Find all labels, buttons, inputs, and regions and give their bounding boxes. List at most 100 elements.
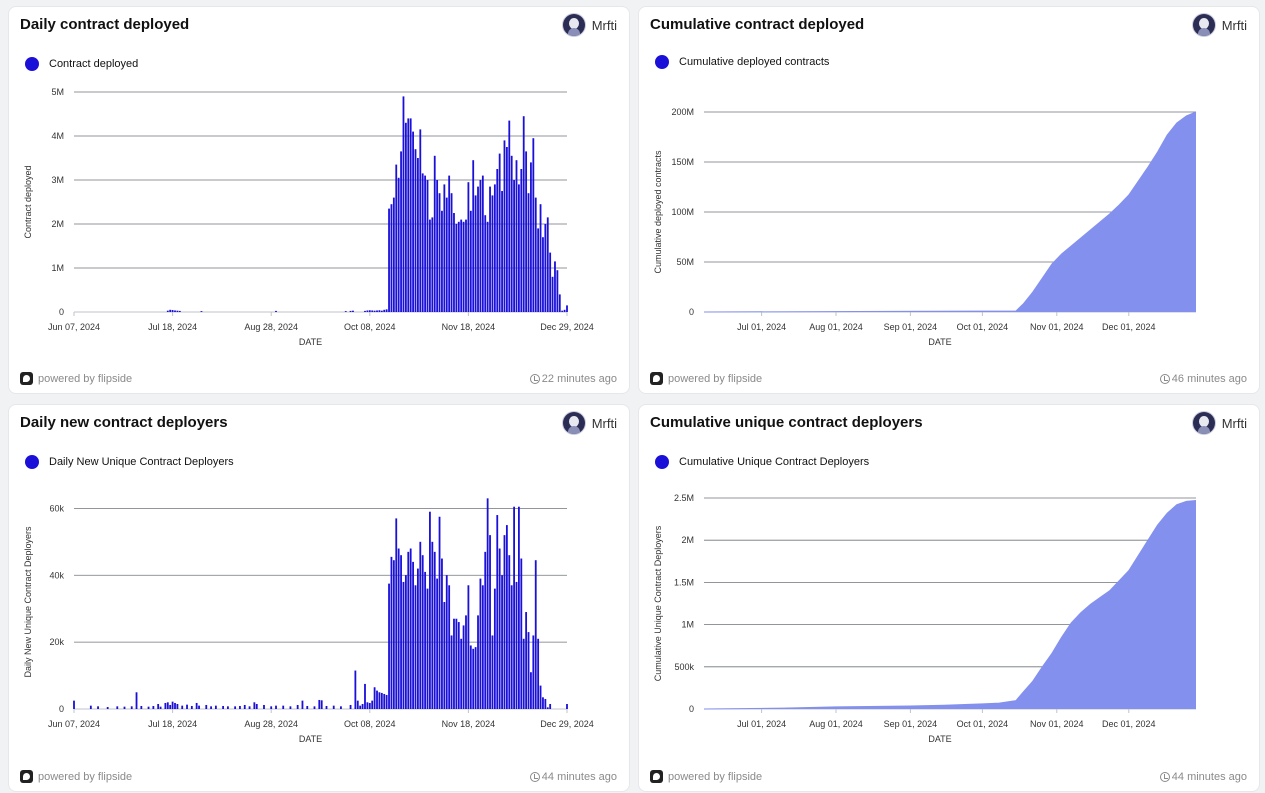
- author[interactable]: Mrfti: [562, 412, 617, 434]
- bar: [429, 511, 431, 709]
- bar: [359, 705, 362, 709]
- bar: [378, 692, 381, 709]
- bar: [431, 541, 434, 709]
- bar: [429, 219, 431, 312]
- powered-by[interactable]: powered by flipside: [650, 372, 762, 385]
- bar: [438, 516, 441, 709]
- bar: [460, 638, 463, 709]
- avatar[interactable]: [1192, 412, 1215, 434]
- bar: [472, 160, 475, 312]
- bar: [508, 555, 511, 709]
- powered-by[interactable]: powered by flipside: [650, 770, 762, 783]
- bar: [436, 578, 439, 709]
- x-tick-label: Oct 08, 2024: [344, 719, 396, 729]
- bar: [530, 162, 532, 312]
- card-title: Cumulative unique contract deployers: [650, 414, 923, 431]
- bar: [522, 638, 525, 709]
- bar: [366, 310, 369, 312]
- avatar[interactable]: [562, 14, 585, 36]
- avatar[interactable]: [1192, 14, 1215, 36]
- bar: [383, 693, 386, 709]
- bar: [421, 555, 424, 709]
- bar: [380, 692, 383, 709]
- y-tick-label: 20k: [49, 637, 64, 647]
- powered-by-label: powered by flipside: [668, 770, 763, 783]
- x-tick-label: Oct 01, 2024: [957, 719, 1009, 729]
- powered-by[interactable]: powered by flipside: [20, 770, 132, 783]
- legend[interactable]: Daily New Unique Contract Deployers: [25, 455, 234, 469]
- area-fill: [704, 500, 1196, 709]
- bar: [496, 169, 499, 312]
- bar: [255, 703, 258, 709]
- avatar[interactable]: [562, 412, 585, 434]
- bar: [486, 498, 489, 709]
- legend[interactable]: Cumulative Unique Contract Deployers: [655, 455, 869, 469]
- bar: [166, 310, 169, 312]
- bar: [166, 702, 169, 709]
- bar: [123, 706, 126, 709]
- bar: [147, 706, 150, 709]
- bar: [479, 180, 482, 312]
- powered-by-label: powered by flipside: [38, 372, 133, 385]
- bar: [130, 706, 133, 709]
- bar: [510, 155, 513, 312]
- bar: [551, 276, 554, 312]
- x-tick-label: Nov 01, 2024: [1030, 322, 1084, 332]
- legend-dot: [655, 455, 669, 469]
- bar: [364, 310, 366, 312]
- bar: [313, 706, 316, 709]
- x-tick-label: Dec 01, 2024: [1102, 719, 1156, 729]
- bar: [465, 615, 467, 709]
- bar: [400, 151, 402, 312]
- y-tick-label: 3M: [51, 175, 64, 185]
- bar: [484, 551, 487, 709]
- powered-by[interactable]: powered by flipside: [20, 372, 132, 385]
- bar: [537, 228, 540, 312]
- bar: [515, 160, 518, 312]
- author-name[interactable]: Mrfti: [1221, 415, 1247, 431]
- bar: [566, 703, 568, 709]
- bar: [503, 140, 506, 312]
- bar: [419, 541, 422, 709]
- legend[interactable]: Cumulative deployed contracts: [655, 55, 829, 69]
- x-tick-label: Oct 08, 2024: [344, 322, 396, 332]
- bar: [426, 588, 429, 709]
- bar: [489, 535, 491, 709]
- bar: [453, 213, 455, 312]
- author-name[interactable]: Mrfti: [1221, 17, 1247, 33]
- author-name[interactable]: Mrfti: [591, 17, 617, 33]
- bar: [325, 705, 328, 709]
- y-tick-label: 50M: [676, 257, 694, 267]
- bar: [388, 583, 390, 709]
- bar: [178, 310, 181, 312]
- card-cumulative-unique-contract-deployers: Cumulative unique contract deployers Mrf…: [638, 404, 1260, 792]
- bar: [532, 635, 535, 709]
- bar: [176, 703, 179, 709]
- author-name[interactable]: Mrfti: [591, 415, 617, 431]
- bar: [390, 204, 393, 312]
- author[interactable]: Mrfti: [562, 14, 617, 36]
- bar: [376, 310, 378, 312]
- bar: [421, 173, 424, 312]
- bar: [561, 310, 564, 312]
- bar: [222, 705, 225, 709]
- chart: 0 20k 40k 60k Jun 07, 2024 Jul 18, 2024 Aug 28…: [23, 498, 594, 744]
- bar: [397, 548, 400, 709]
- author[interactable]: Mrfti: [1192, 14, 1247, 36]
- bar: [520, 558, 523, 709]
- bar: [210, 706, 212, 709]
- card-title: Daily contract deployed: [20, 16, 190, 33]
- bar: [448, 585, 451, 709]
- bar: [443, 184, 446, 312]
- bar: [491, 635, 494, 709]
- author[interactable]: Mrfti: [1192, 412, 1247, 434]
- bar: [489, 186, 491, 312]
- flipside-logo-icon: [650, 770, 663, 783]
- x-tick-label: Aug 01, 2024: [809, 322, 863, 332]
- bar: [409, 118, 412, 313]
- legend-label: Daily New Unique Contract Deployers: [49, 456, 234, 468]
- bar: [198, 705, 200, 709]
- bar: [402, 581, 405, 709]
- legend[interactable]: Contract deployed: [25, 57, 138, 71]
